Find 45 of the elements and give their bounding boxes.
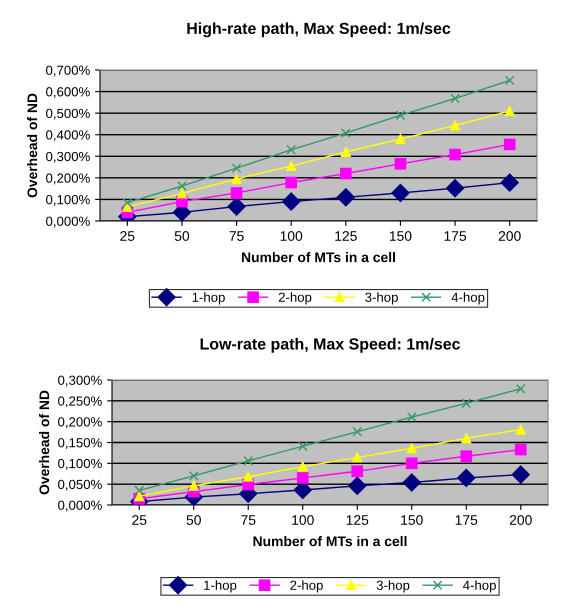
legend-label: 3-hop xyxy=(365,292,398,305)
x-tick-label: 175 xyxy=(444,231,466,241)
x-axis-title: Number of MTs in a cell xyxy=(242,252,395,262)
y-tick-label: 0,700% xyxy=(46,66,90,76)
x-tick-label: 200 xyxy=(498,231,521,241)
x-tick-label: 175 xyxy=(456,515,478,525)
legend-label: 2-hop xyxy=(290,580,323,593)
y-tick-label: 0,250% xyxy=(58,396,102,408)
y-tick-label: 0,150% xyxy=(58,438,102,449)
legend-label: 4-hop xyxy=(463,580,496,593)
y-tick-label: 0,200% xyxy=(46,173,90,184)
legend-label: 3-hop xyxy=(376,580,410,593)
y-tick-label: 0,400% xyxy=(46,130,90,142)
x-axis-title: Number of MTs in a cell xyxy=(254,536,406,546)
chart-title: High-rate path, Max Speed: 1m/sec xyxy=(187,22,450,38)
y-tick-label: 0,100% xyxy=(58,458,102,470)
x-tick-label: 100 xyxy=(292,515,314,525)
legend-label: 1-hop xyxy=(204,580,236,593)
x-tick-label: 125 xyxy=(346,515,368,525)
x-tick-label: 125 xyxy=(335,231,357,241)
y-axis-title: Overhead of ND xyxy=(39,390,50,494)
x-tick-label: 50 xyxy=(174,231,190,241)
x-tick-label: 75 xyxy=(241,515,256,525)
y-tick-label: 0,500% xyxy=(46,108,90,120)
x-tick-label: 25 xyxy=(132,515,146,525)
y-tick-label: 0,300% xyxy=(46,152,90,163)
y-tick-label: 0,050% xyxy=(58,480,102,491)
legend-label: 2-hop xyxy=(278,292,312,305)
y-axis-title: Overhead of ND xyxy=(27,94,38,198)
x-tick-label: 150 xyxy=(390,231,412,241)
y-tick-label: 0,600% xyxy=(46,87,90,98)
x-tick-label: 150 xyxy=(401,515,423,525)
y-tick-label: 0,200% xyxy=(58,417,102,428)
y-tick-label: 0,300% xyxy=(58,376,102,386)
y-tick-label: 0,100% xyxy=(46,194,90,206)
x-tick-label: 200 xyxy=(510,515,532,525)
x-tick-label: 100 xyxy=(280,231,302,241)
chart-title: Low-rate path, Max Speed: 1m/sec xyxy=(200,338,460,353)
x-tick-label: 75 xyxy=(230,231,244,241)
y-tick-label: 0,000% xyxy=(58,500,102,512)
legend-label: 1-hop xyxy=(192,292,225,305)
legend-label: 4-hop xyxy=(452,292,484,305)
x-tick-label: 25 xyxy=(120,231,134,241)
x-tick-label: 50 xyxy=(186,515,201,525)
y-tick-label: 0,000% xyxy=(46,216,90,228)
